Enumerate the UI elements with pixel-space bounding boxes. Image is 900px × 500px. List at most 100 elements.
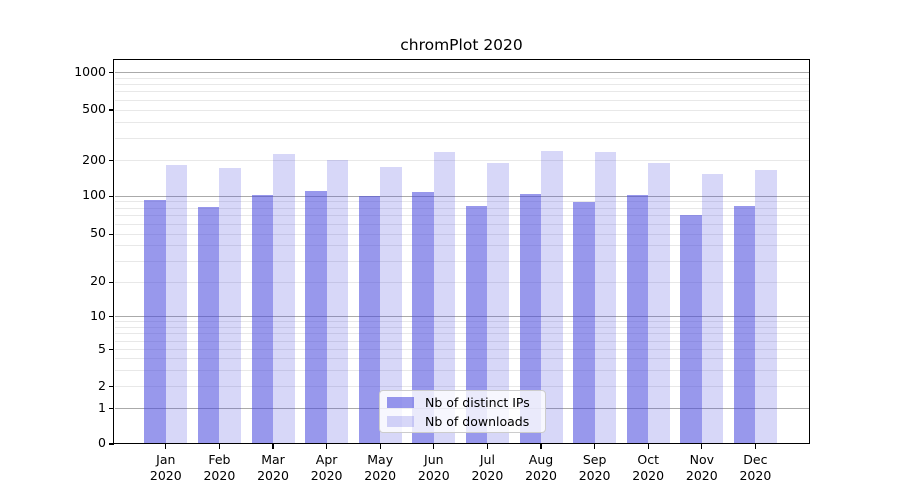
x-tick-label: Nov 2020 (671, 452, 733, 484)
bar-distinct-ips (358, 196, 381, 444)
x-tickmark (433, 444, 435, 449)
gridline-minor (114, 77, 809, 79)
gridline-minor (114, 201, 809, 203)
x-tick-label: Dec 2020 (724, 452, 786, 484)
y-tickmark (108, 316, 114, 318)
x-tickmark (594, 444, 596, 449)
gridline-major (114, 72, 809, 74)
x-tickmark (540, 444, 542, 449)
x-tick-label-year: 2020 (257, 468, 289, 483)
bar-distinct-ips (197, 207, 220, 444)
gridline-minor (114, 84, 809, 86)
x-tick-label: Apr 2020 (296, 452, 358, 484)
bar-downloads (219, 168, 241, 444)
legend: Nb of distinct IPs Nb of downloads (379, 390, 546, 433)
legend-item-downloads: Nb of downloads (387, 414, 538, 429)
gridline-minor (114, 326, 809, 328)
gridline-minor (114, 109, 809, 111)
gridline-minor (114, 245, 809, 247)
y-tick-label: 500 (82, 101, 106, 116)
x-tick-label: Jul 2020 (456, 452, 518, 484)
gridline-minor (114, 233, 809, 235)
y-tickmark (108, 233, 114, 235)
x-tick-label-year: 2020 (578, 468, 611, 483)
y-tick-label: 1 (98, 399, 106, 415)
bar-distinct-ips (305, 191, 327, 444)
x-tickmark (326, 444, 328, 449)
y-tick-label: 10 (90, 307, 106, 323)
bar-downloads (380, 166, 402, 444)
y-tickmark (108, 349, 114, 351)
bar-downloads (755, 169, 777, 444)
y-tickmark (108, 443, 114, 445)
bar-downloads (165, 164, 188, 444)
x-tickmark (754, 444, 756, 449)
x-tickmark (647, 444, 649, 449)
chart-title: chromPlot 2020 (400, 36, 523, 54)
gridline-minor (114, 333, 809, 335)
bar-distinct-ips (251, 195, 273, 444)
y-tickmark (108, 160, 114, 162)
gridline-minor (114, 321, 809, 323)
x-tick-label: Aug 2020 (510, 452, 572, 484)
gridline-minor (114, 349, 809, 351)
gridline-minor (114, 260, 809, 262)
x-tickmark (165, 444, 167, 449)
bar-distinct-ips (680, 215, 702, 444)
x-tick-label-year: 2020 (685, 468, 718, 483)
y-tick-label: 20 (90, 273, 106, 289)
gridline-minor (114, 358, 809, 360)
y-tick-label: 0 (98, 435, 106, 450)
x-tick-label-year: 2020 (149, 468, 182, 483)
bar-distinct-ips (733, 206, 756, 444)
y-tickmark (108, 407, 114, 410)
x-tick-label-year: 2020 (632, 468, 665, 483)
y-tickmark (108, 281, 114, 283)
bar-distinct-ips (465, 205, 488, 444)
bar-downloads (433, 151, 456, 444)
gridline-minor (114, 121, 809, 123)
bar-distinct-ips (519, 194, 541, 444)
bar-downloads (648, 162, 670, 444)
gridline-minor (114, 137, 809, 139)
legend-label-distinct-ips: Nb of distinct IPs (425, 394, 530, 410)
bar-downloads (487, 163, 509, 444)
x-tick-label-year: 2020 (525, 468, 557, 483)
gridline-minor (114, 99, 809, 101)
x-tickmark (272, 444, 274, 449)
x-tick-label-year: 2020 (417, 468, 450, 483)
x-tick-label: Oct 2020 (617, 452, 679, 484)
x-tick-label: Mar 2020 (242, 452, 304, 484)
bar-downloads (541, 150, 563, 444)
gridline-minor (114, 369, 809, 371)
gridline-major (114, 195, 809, 197)
legend-swatch-downloads (387, 415, 414, 427)
gridline-major (114, 316, 809, 318)
y-tick-label: 5 (98, 340, 106, 356)
y-tickmark (108, 109, 114, 111)
y-tickmark (108, 72, 114, 74)
y-tick-label: 2 (98, 377, 106, 393)
bar-distinct-ips (573, 201, 595, 444)
gridline-minor (114, 160, 809, 162)
x-tickmark (218, 444, 220, 449)
bar-downloads (701, 174, 724, 444)
bar-distinct-ips (412, 192, 434, 444)
bar-downloads (273, 153, 295, 444)
x-tickmark (701, 444, 703, 449)
gridline-minor (114, 340, 809, 342)
y-tick-label: 200 (82, 151, 106, 167)
y-tick-label: 50 (90, 225, 106, 241)
bar-distinct-ips (626, 194, 649, 444)
x-tick-label: May 2020 (349, 452, 411, 484)
gridline-minor (114, 91, 809, 93)
legend-item-distinct-ips: Nb of distinct IPs (387, 395, 538, 410)
x-tick-label-year: 2020 (310, 468, 343, 483)
x-tick-label: Feb 2020 (188, 452, 250, 484)
gridline-minor (114, 386, 809, 387)
y-tick-label: 1000 (74, 63, 106, 79)
gridline-minor (114, 223, 809, 225)
y-tickmark (108, 385, 114, 388)
x-tick-label-year: 2020 (203, 468, 236, 483)
